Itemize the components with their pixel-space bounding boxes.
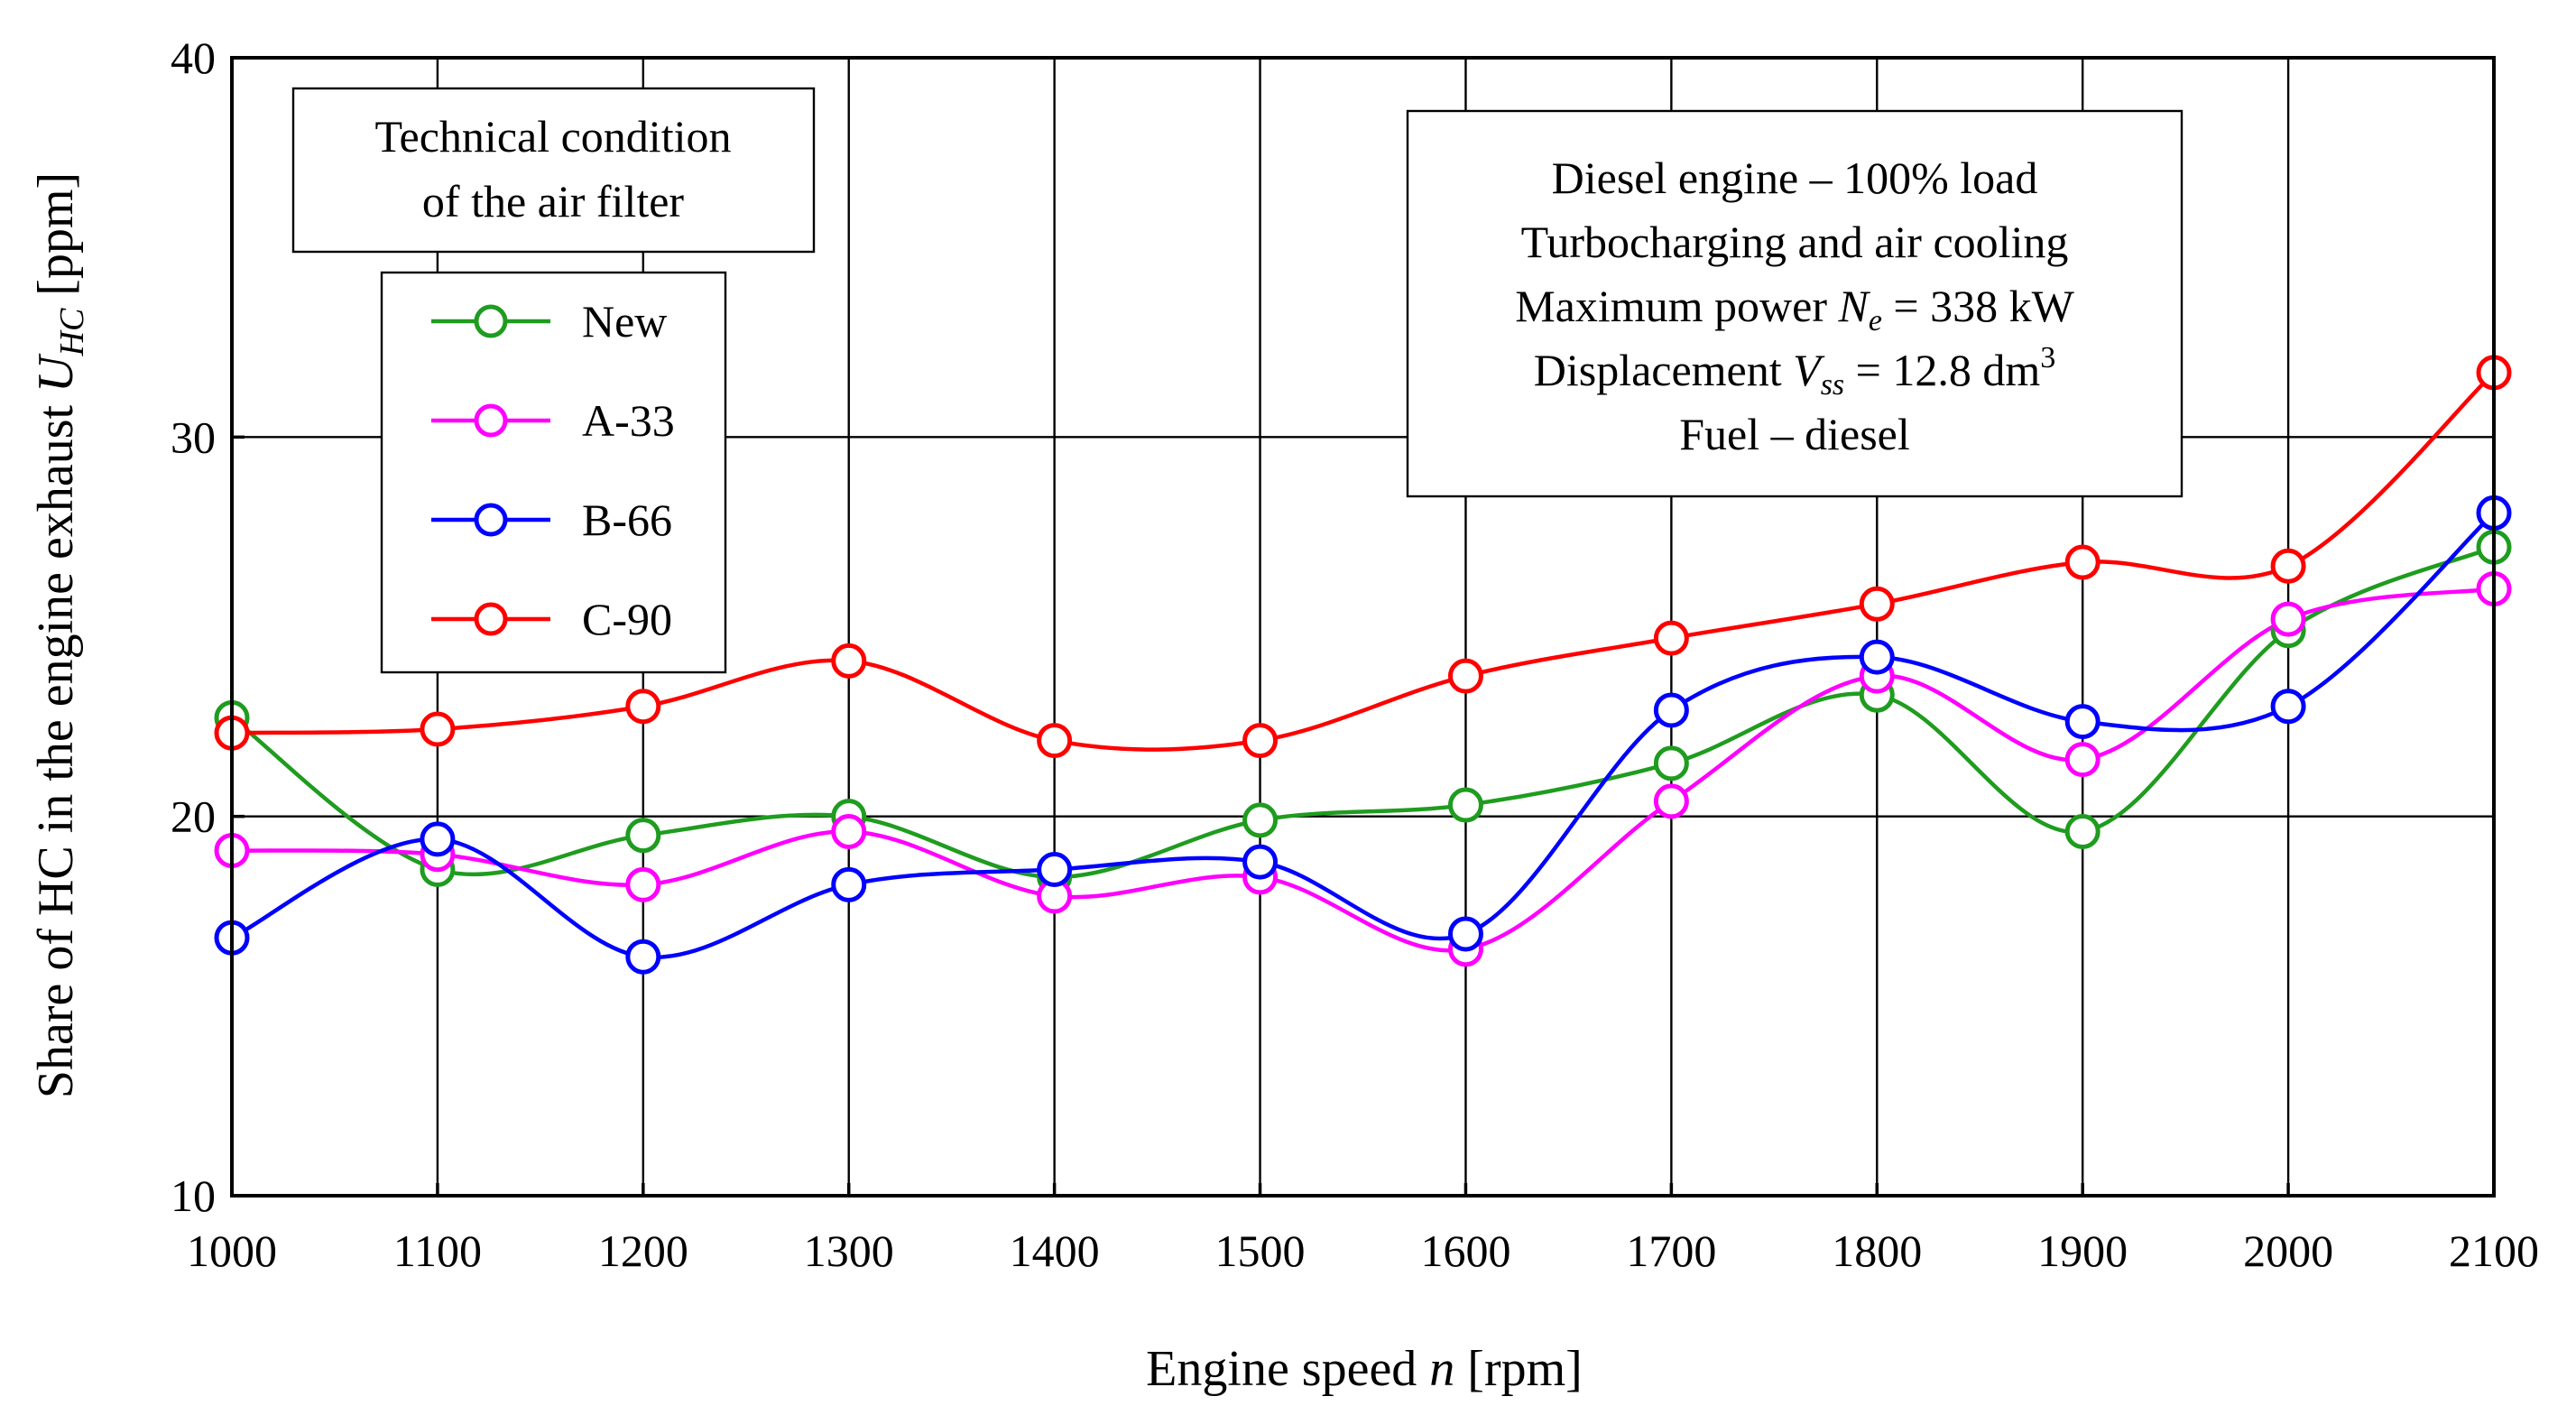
data-point-a-33: [2064, 742, 2101, 778]
x-axis-label-text: Engine speed: [1146, 1341, 1429, 1397]
x-tick-label: 1200: [598, 1225, 688, 1276]
data-point-new: [1447, 787, 1483, 823]
data-point-c-90: [625, 689, 661, 725]
data-point-c-90: [831, 643, 867, 679]
legend-entry-b-66: B-66: [431, 495, 672, 545]
data-point-a-33: [1653, 783, 1689, 819]
data-point-b-66: [1242, 844, 1279, 880]
x-tick-label: 1300: [804, 1225, 894, 1276]
engine-info-line-3: Maximum power Ne = 338 kW: [1515, 281, 2074, 338]
legend-marker: [474, 304, 508, 338]
data-point-c-90: [1242, 723, 1279, 759]
x-tick-label: 1100: [393, 1225, 482, 1276]
legend-entry-new: New: [431, 296, 667, 347]
data-point-new: [1242, 802, 1279, 838]
x-tick-label: 1400: [1010, 1225, 1100, 1276]
legend-title-box: Technical condition of the air filter: [291, 87, 816, 254]
data-point-c-90: [1653, 620, 1689, 656]
legend-label: C-90: [582, 594, 672, 644]
legend-label: New: [582, 296, 667, 347]
data-point-c-90: [2270, 548, 2306, 584]
y-axis-label-text: Share of HC in the engine exhaust: [28, 393, 84, 1098]
data-point-c-90: [1447, 658, 1483, 694]
series-line-c-90: [231, 371, 2496, 752]
y-tick-label: 40: [171, 32, 216, 83]
y-axis-label-subscript: HC: [53, 308, 91, 356]
legend: New A-33 B-66 C-90: [380, 271, 727, 674]
legend-label: A-33: [582, 395, 675, 446]
data-point-c-90: [2064, 544, 2101, 580]
data-point-b-66: [2064, 704, 2101, 740]
data-point-b-66: [1447, 916, 1483, 952]
y-axis-label-unit: [ppm]: [28, 172, 84, 309]
data-point-a-33: [625, 866, 661, 902]
x-tick-label: 2100: [2449, 1225, 2539, 1276]
displacement-superscript: 3: [2040, 341, 2055, 375]
engine-info-line-5: Fuel – diesel: [1679, 409, 1910, 459]
data-point-c-90: [1037, 723, 1073, 759]
data-point-new: [2064, 813, 2101, 849]
engine-info-line-4: Displacement Vss = 12.8 dm3: [1534, 341, 2056, 402]
y-axis-label: Share of HC in the engine exhaust UHC [p…: [28, 172, 91, 1098]
data-point-a-33: [831, 813, 867, 849]
data-point-new: [1653, 745, 1689, 781]
engine-info-line-2: Turbocharging and air cooling: [1521, 217, 2069, 267]
plot-frame: [230, 56, 2496, 1198]
data-point-b-66: [625, 939, 661, 975]
legend-frame: [380, 271, 727, 674]
power-subscript: e: [1869, 304, 1882, 338]
x-tick-labels: 1000 1100 1200 1300 1400 1500 1600 1700 1800 1900…: [187, 1225, 2539, 1276]
y-axis-label-symbol: U: [28, 353, 84, 393]
x-tick-label: 1800: [1832, 1225, 1922, 1276]
y-tick-label: 20: [171, 791, 216, 842]
data-point-b-66: [1653, 692, 1689, 728]
x-tick-label: 1000: [187, 1225, 277, 1276]
data-point-c-90: [420, 711, 456, 747]
data-point-b-66: [2270, 689, 2306, 725]
legend-label: B-66: [582, 495, 672, 545]
data-point-b-66: [420, 821, 456, 857]
x-tick-label: 1600: [1420, 1225, 1510, 1276]
displacement-symbol: V: [1793, 345, 1825, 395]
tick-layer: [230, 56, 2496, 1198]
y-tick-label: 30: [171, 412, 216, 462]
data-point-new: [625, 818, 661, 854]
x-axis-label-unit: [rpm]: [1454, 1341, 1583, 1397]
legend-title-frame: [291, 87, 816, 254]
engine-info-box: Diesel engine – 100% load Turbocharging …: [1406, 109, 2184, 498]
y-tick-labels: 10 20 30 40: [171, 32, 216, 1221]
engine-info-frame: [1406, 109, 2184, 498]
power-symbol: N: [1837, 281, 1870, 331]
data-point-a-33: [2270, 601, 2306, 637]
series-markers-c-90: [214, 355, 2512, 759]
data-point-c-90: [1859, 586, 1895, 622]
legend-marker: [474, 403, 508, 438]
x-tick-label: 1900: [2037, 1225, 2128, 1276]
legend-marker: [474, 602, 508, 636]
legend-marker: [474, 503, 508, 537]
y-tick-label: 10: [171, 1170, 216, 1221]
legend-title-line-2: of the air filter: [422, 176, 684, 227]
data-point-b-66: [1037, 852, 1073, 888]
x-tick-label: 2000: [2243, 1225, 2333, 1276]
power-value: = 338 kW: [1882, 281, 2075, 331]
series-line-new: [230, 545, 2495, 880]
displacement-subscript: ss: [1821, 368, 1844, 402]
engine-info-line-1: Diesel engine – 100% load: [1552, 153, 2038, 203]
x-axis-label-symbol: n: [1429, 1341, 1454, 1397]
series-line-b-66: [231, 511, 2496, 960]
data-point-b-66: [831, 866, 867, 902]
x-axis-label: Engine speed n [rpm]: [1146, 1341, 1583, 1397]
x-tick-label: 1700: [1626, 1225, 1716, 1276]
x-tick-label: 1500: [1215, 1225, 1306, 1276]
legend-entry-c-90: C-90: [431, 594, 672, 644]
legend-entry-a-33: A-33: [431, 395, 675, 446]
data-point-b-66: [1859, 639, 1895, 675]
legend-title-line-1: Technical condition: [375, 111, 732, 162]
power-label: Maximum power: [1515, 281, 1838, 331]
displacement-value: = 12.8 dm: [1844, 345, 2040, 395]
displacement-label: Displacement: [1534, 345, 1793, 395]
series-layer: [230, 371, 2496, 960]
